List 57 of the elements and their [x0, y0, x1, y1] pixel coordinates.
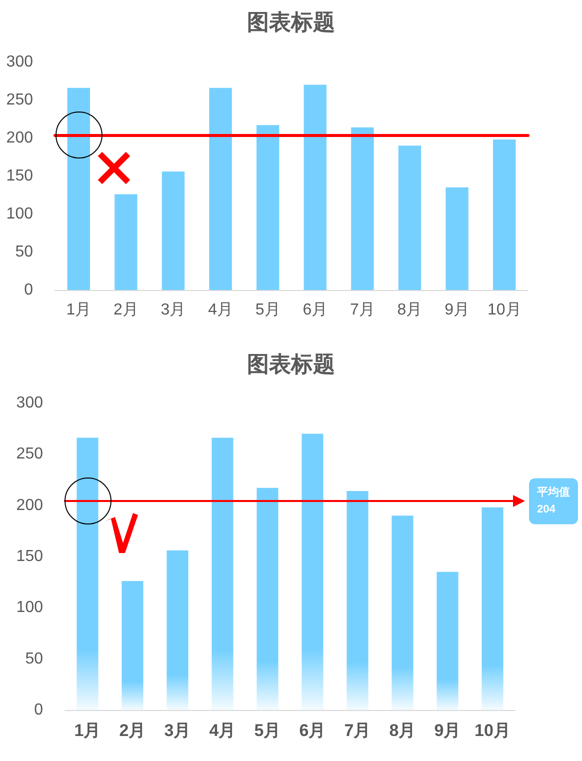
ref-line-label: 平均值 204 — [536, 486, 570, 516]
bar — [351, 127, 374, 290]
bar — [212, 438, 234, 710]
y-tick-label: 50 — [25, 650, 44, 668]
y-tick-label: 100 — [6, 206, 34, 222]
x-tick-label: 10月 — [487, 302, 522, 318]
bar — [122, 581, 144, 710]
bar — [482, 507, 504, 710]
bar — [256, 125, 280, 290]
chart-title: 图表标题 — [247, 10, 335, 34]
y-tick-label: 300 — [6, 54, 34, 70]
bar — [493, 140, 516, 290]
y-tick-label: 100 — [16, 599, 44, 616]
bar — [304, 84, 326, 290]
x-tick-label: 7月 — [350, 302, 375, 318]
x-tick-label: 5月 — [255, 302, 280, 318]
x-tick-label: 10月 — [474, 721, 510, 740]
bar — [398, 146, 422, 290]
x-tick-label: 8月 — [389, 721, 416, 740]
bar — [166, 550, 188, 710]
y-tick-label: 300 — [16, 394, 44, 412]
bar — [114, 194, 138, 290]
bar — [436, 572, 458, 710]
x-tick-label: 6月 — [299, 721, 326, 740]
y-tick-label: 250 — [6, 92, 34, 108]
y-tick-label: 200 — [16, 496, 44, 514]
bar — [392, 516, 414, 710]
bar — [346, 491, 368, 710]
bar — [302, 434, 324, 710]
y-tick-label: 150 — [16, 548, 44, 565]
x-tick-label: 2月 — [119, 721, 146, 740]
x-tick-label: 4月 — [208, 302, 234, 318]
bar — [67, 88, 90, 290]
x-tick-label: 7月 — [344, 721, 371, 740]
x-tick-label: 6月 — [302, 302, 328, 318]
bar — [76, 438, 98, 710]
bar — [256, 488, 278, 710]
y-tick-label: 200 — [6, 130, 34, 146]
x-tick-label: 5月 — [254, 721, 281, 740]
y-tick-label: 50 — [15, 244, 34, 260]
x-tick-label: 3月 — [160, 302, 186, 318]
x-tick-label: 8月 — [397, 302, 422, 318]
y-tick-label: 0 — [24, 282, 34, 298]
x-tick-label: 1月 — [66, 302, 92, 318]
bar — [162, 171, 185, 290]
x-tick-label: 2月 — [113, 302, 138, 318]
x-tick-label: 9月 — [434, 721, 461, 740]
y-tick-label: 150 — [6, 168, 34, 184]
y-tick-label: 250 — [16, 446, 44, 463]
chart-title: 图表标题 — [247, 352, 335, 376]
x-tick-label: 1月 — [74, 721, 101, 740]
x-tick-label: 4月 — [209, 721, 236, 740]
x-tick-label: 9月 — [444, 302, 470, 318]
x-tick-label: 3月 — [164, 721, 191, 740]
bar — [209, 88, 232, 290]
bar — [446, 187, 468, 290]
y-tick-label: 0 — [34, 702, 44, 718]
